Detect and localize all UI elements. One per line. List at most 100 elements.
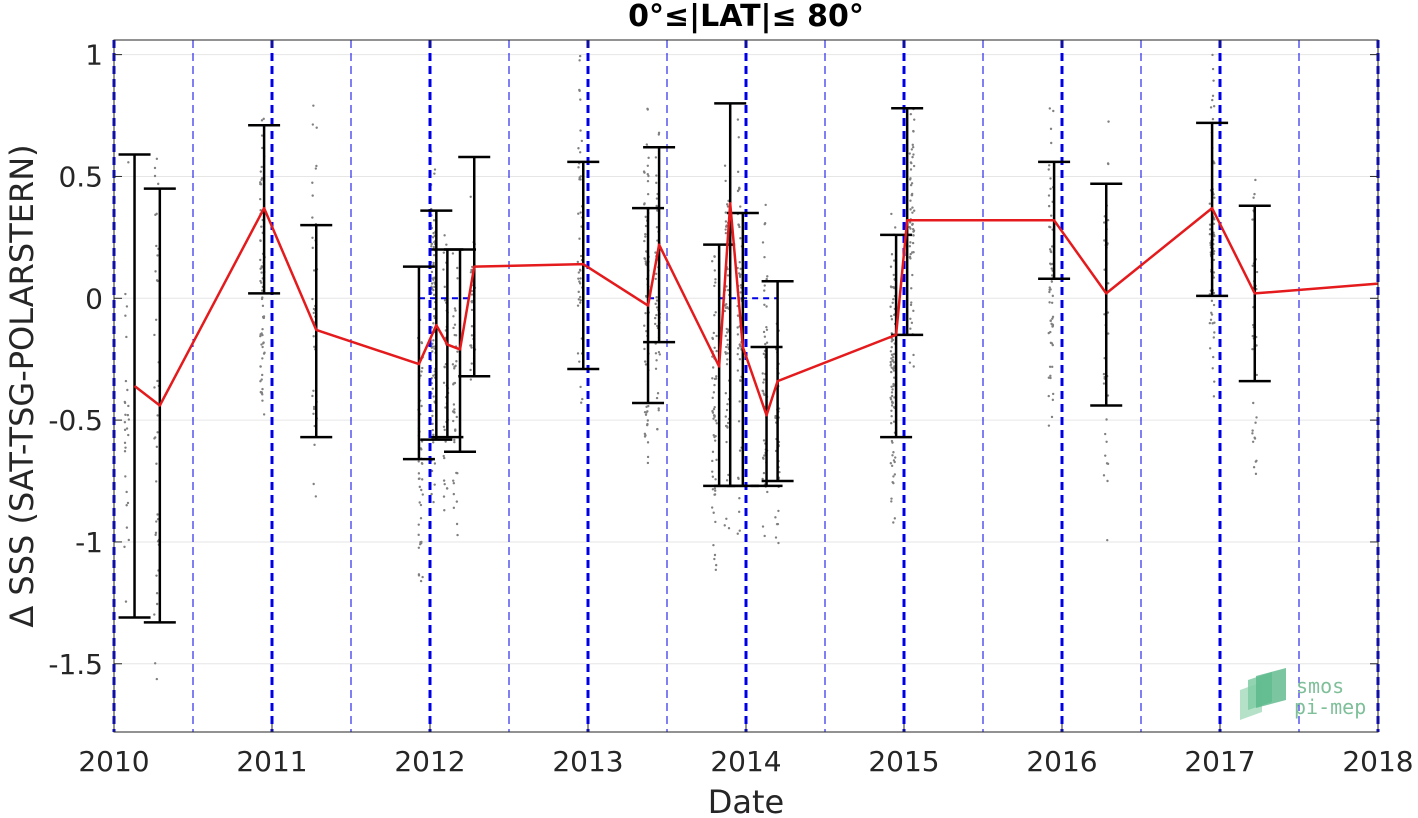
scatter-point (421, 462, 424, 465)
scatter-point (1212, 79, 1215, 82)
scatter-point (711, 409, 714, 413)
scatter-point (1051, 398, 1055, 402)
scatter-point (577, 277, 580, 280)
scatter-point (261, 304, 265, 308)
scatter-point (646, 455, 650, 459)
scatter-point (470, 301, 474, 304)
y-tick-label: 0.5 (58, 160, 103, 193)
scatter-point (726, 274, 730, 277)
scatter-point (1049, 127, 1053, 131)
scatter-point (1251, 432, 1254, 435)
scatter-point (451, 410, 455, 413)
scatter-point (1106, 479, 1109, 483)
scatter-point (155, 677, 159, 681)
scatter-point (432, 288, 435, 292)
scatter-point (1107, 162, 1110, 166)
scatter-point (713, 269, 717, 272)
scatter-point (1107, 282, 1110, 285)
scatter-point (761, 241, 765, 244)
scatter-point (1051, 343, 1054, 347)
scatter-point (890, 500, 893, 503)
scatter-point (890, 391, 894, 394)
scatter-point (1251, 440, 1255, 443)
scatter-point (442, 381, 446, 385)
scatter-point (261, 327, 264, 331)
scatter-point (657, 133, 660, 136)
scatter-point (725, 203, 729, 206)
scatter-point (453, 365, 456, 368)
y-tick-label: -1.5 (48, 648, 103, 681)
scatter-point (260, 266, 263, 269)
scatter-point (417, 574, 421, 577)
scatter-point (1213, 196, 1216, 199)
scatter-point (430, 346, 434, 349)
scatter-point (912, 230, 915, 233)
scatter-point (1213, 321, 1216, 324)
scatter-point (657, 350, 661, 354)
scatter-point (155, 480, 158, 483)
scatter-point (1048, 248, 1052, 251)
scatter-point (430, 270, 434, 274)
scatter-point (259, 181, 262, 184)
scatter-point (419, 579, 423, 583)
scatter-point (763, 534, 766, 538)
scatter-point (736, 369, 740, 372)
scatter-point (736, 118, 740, 121)
scatter-point (1213, 331, 1216, 334)
scatter-point (711, 396, 714, 400)
scatter-point (726, 426, 729, 429)
scatter-point (761, 477, 764, 481)
scatter-point (765, 277, 768, 281)
scatter-point (455, 360, 458, 363)
scatter-point (908, 361, 912, 364)
scatter-point (432, 219, 436, 222)
scatter-point (726, 305, 729, 309)
scatter-point (911, 241, 915, 245)
scatter-point (765, 305, 768, 308)
scatter-point (127, 538, 131, 542)
scatter-point (711, 259, 714, 263)
scatter-point (421, 575, 424, 579)
scatter-point (655, 295, 658, 299)
scatter-point (1253, 192, 1256, 196)
scatter-point (1049, 187, 1052, 190)
scatter-point (579, 401, 583, 404)
scatter-point (453, 333, 456, 337)
scatter-point (1047, 194, 1051, 197)
scatter-point (124, 600, 128, 603)
scatter-point (908, 152, 911, 155)
scatter-point (711, 450, 715, 454)
scatter-point (654, 251, 657, 254)
scatter-point (726, 343, 729, 346)
scatter-point (653, 316, 657, 320)
scatter-point (894, 456, 897, 459)
scatter-point (153, 662, 157, 665)
scatter-point (580, 139, 584, 143)
scatter-point (724, 392, 728, 395)
scatter-point (646, 419, 650, 422)
scatter-point (890, 370, 893, 374)
scatter-point (420, 341, 424, 345)
scatter-point (433, 462, 437, 465)
scatter-point (713, 487, 717, 490)
scatter-point (125, 335, 128, 339)
scatter-point (737, 347, 740, 350)
scatter-point (1212, 233, 1216, 237)
scatter-point (909, 208, 912, 211)
scatter-point (890, 385, 893, 388)
scatter-point (577, 166, 580, 169)
scatter-point (714, 419, 718, 422)
scatter-point (909, 327, 912, 330)
scatter-point (713, 439, 717, 442)
scatter-point (739, 237, 742, 240)
scatter-point (1049, 376, 1052, 380)
scatter-point (452, 315, 455, 318)
scatter-point (123, 428, 127, 432)
scatter-point (123, 401, 127, 405)
scatter-point (453, 438, 456, 442)
scatter-point (910, 287, 913, 290)
scatter-point (156, 513, 159, 516)
scatter-point (889, 462, 893, 465)
scatter-point (724, 352, 728, 355)
scatter-point (312, 104, 315, 107)
